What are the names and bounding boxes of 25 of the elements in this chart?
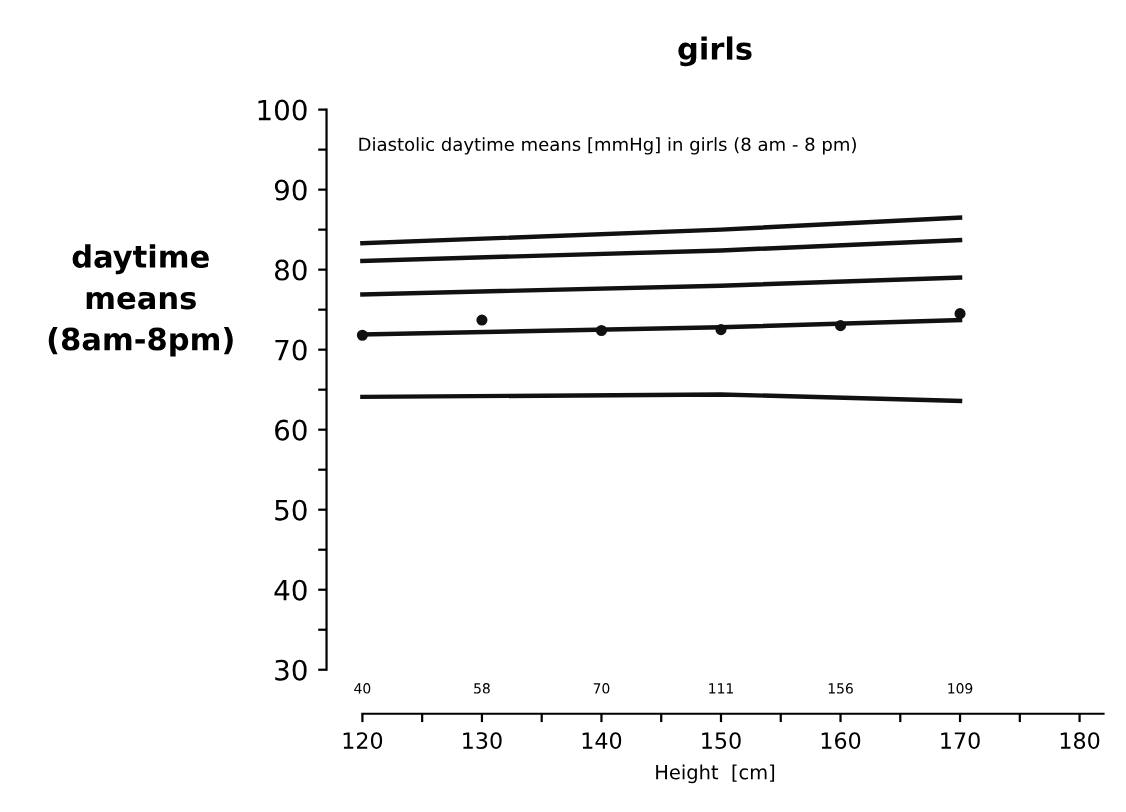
y-tick-label: 70 xyxy=(275,339,307,361)
point xyxy=(834,320,847,332)
x-tick-label: 120 xyxy=(343,732,383,749)
x-tick-label: 150 xyxy=(702,732,741,749)
annotation: Diastolic daytime means [mmHg] in girls (8 am - 8 pm) xyxy=(359,137,856,155)
y-tick-label: 80 xyxy=(275,259,307,281)
x-axis-title: Height [cm] xyxy=(656,764,775,784)
chart-title: girls xyxy=(678,36,752,67)
point xyxy=(356,329,368,341)
point xyxy=(595,324,608,337)
x-tick-label: 180 xyxy=(1060,732,1100,749)
x-tick-label: 160 xyxy=(821,732,861,749)
point xyxy=(954,308,966,320)
y-axis-title: daytime means (8am-8pm) xyxy=(48,244,233,357)
y-tick-label: 100 xyxy=(258,99,307,121)
y-tick-label: 60 xyxy=(275,419,307,441)
x-tick-label: 140 xyxy=(582,732,622,749)
x-tick-label: 130 xyxy=(463,732,502,749)
y-tick-label: 50 xyxy=(275,499,307,521)
x-tick-label: 170 xyxy=(941,732,980,749)
point xyxy=(715,324,727,336)
y-tick-label: 90 xyxy=(274,179,307,201)
point xyxy=(476,314,488,326)
y-tick-label: 40 xyxy=(274,579,307,601)
y-tick-label: 30 xyxy=(275,659,307,681)
